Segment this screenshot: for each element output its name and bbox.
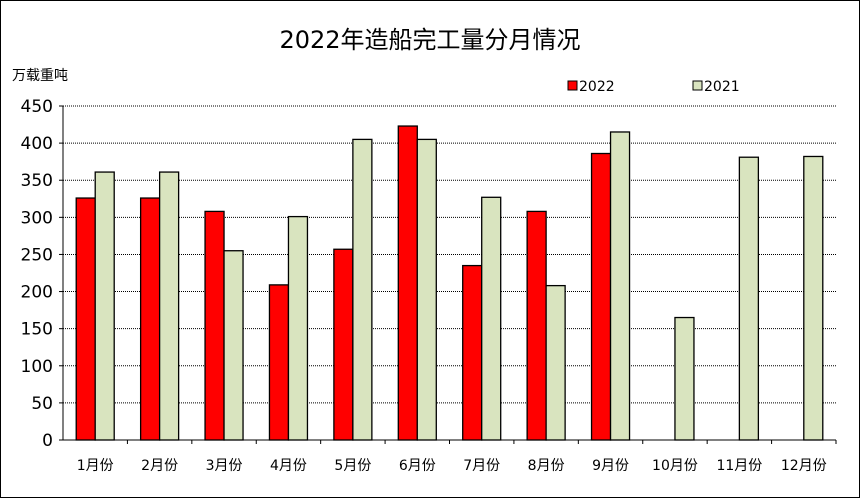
y-tick-label: 200 [21,283,53,303]
x-tick-label: 6月份 [399,458,436,474]
y-tick-label: 350 [21,171,53,191]
legend-swatch [567,80,578,91]
legend-label: 2022 [579,79,615,95]
x-tick-label: 7月份 [463,458,500,474]
y-tick-label: 100 [21,357,53,377]
bar-2021 [352,138,373,441]
x-tick-label: 3月份 [206,458,243,474]
y-tick-label: 450 [21,97,53,117]
x-tick-label: 10月份 [652,458,698,474]
bar-2022 [139,197,161,441]
x-tick-label: 2月份 [141,458,178,474]
bar-2021 [738,156,760,441]
x-tick-label: 5月份 [334,458,371,474]
bar-2022 [462,264,483,441]
chart-title: 2022年造船完工量分月情况 [279,26,580,54]
y-tick-label: 50 [31,394,53,414]
bar-2022 [268,284,290,441]
bar-2022 [204,210,225,441]
bar-2021 [287,215,309,441]
bar-2021 [674,316,695,441]
y-tick-label: 400 [21,134,53,154]
legend: 2022 2021 [567,79,740,95]
bar-2022 [397,125,418,441]
bar-2022 [590,152,612,441]
bar-2021 [416,138,437,441]
y-axis-label: 万载重吨 [12,68,68,84]
bar-2022 [526,210,547,441]
legend-label: 2021 [704,79,740,95]
bar-2021 [223,250,244,441]
x-tick-label: 12月份 [781,458,827,474]
y-tick-label: 300 [21,208,53,228]
y-tick-label: 0 [42,431,53,451]
y-tick-label: 150 [21,320,53,340]
x-tick-label: 9月份 [592,458,629,474]
bar-2022 [333,248,354,441]
x-tick-label: 11月份 [716,458,762,474]
y-tick-label: 250 [21,245,53,265]
bar-2021 [481,196,502,441]
bar-2021 [158,171,180,441]
bar-2021 [545,284,566,441]
x-tick-label: 1月份 [77,458,114,474]
legend-swatch [692,80,703,91]
bar-2022 [75,197,96,441]
x-tick-label: 8月份 [528,458,565,474]
bar-2021 [803,155,824,441]
bar-2021 [609,131,631,441]
bar-2021 [94,171,115,441]
x-tick-label: 4月份 [270,458,307,474]
